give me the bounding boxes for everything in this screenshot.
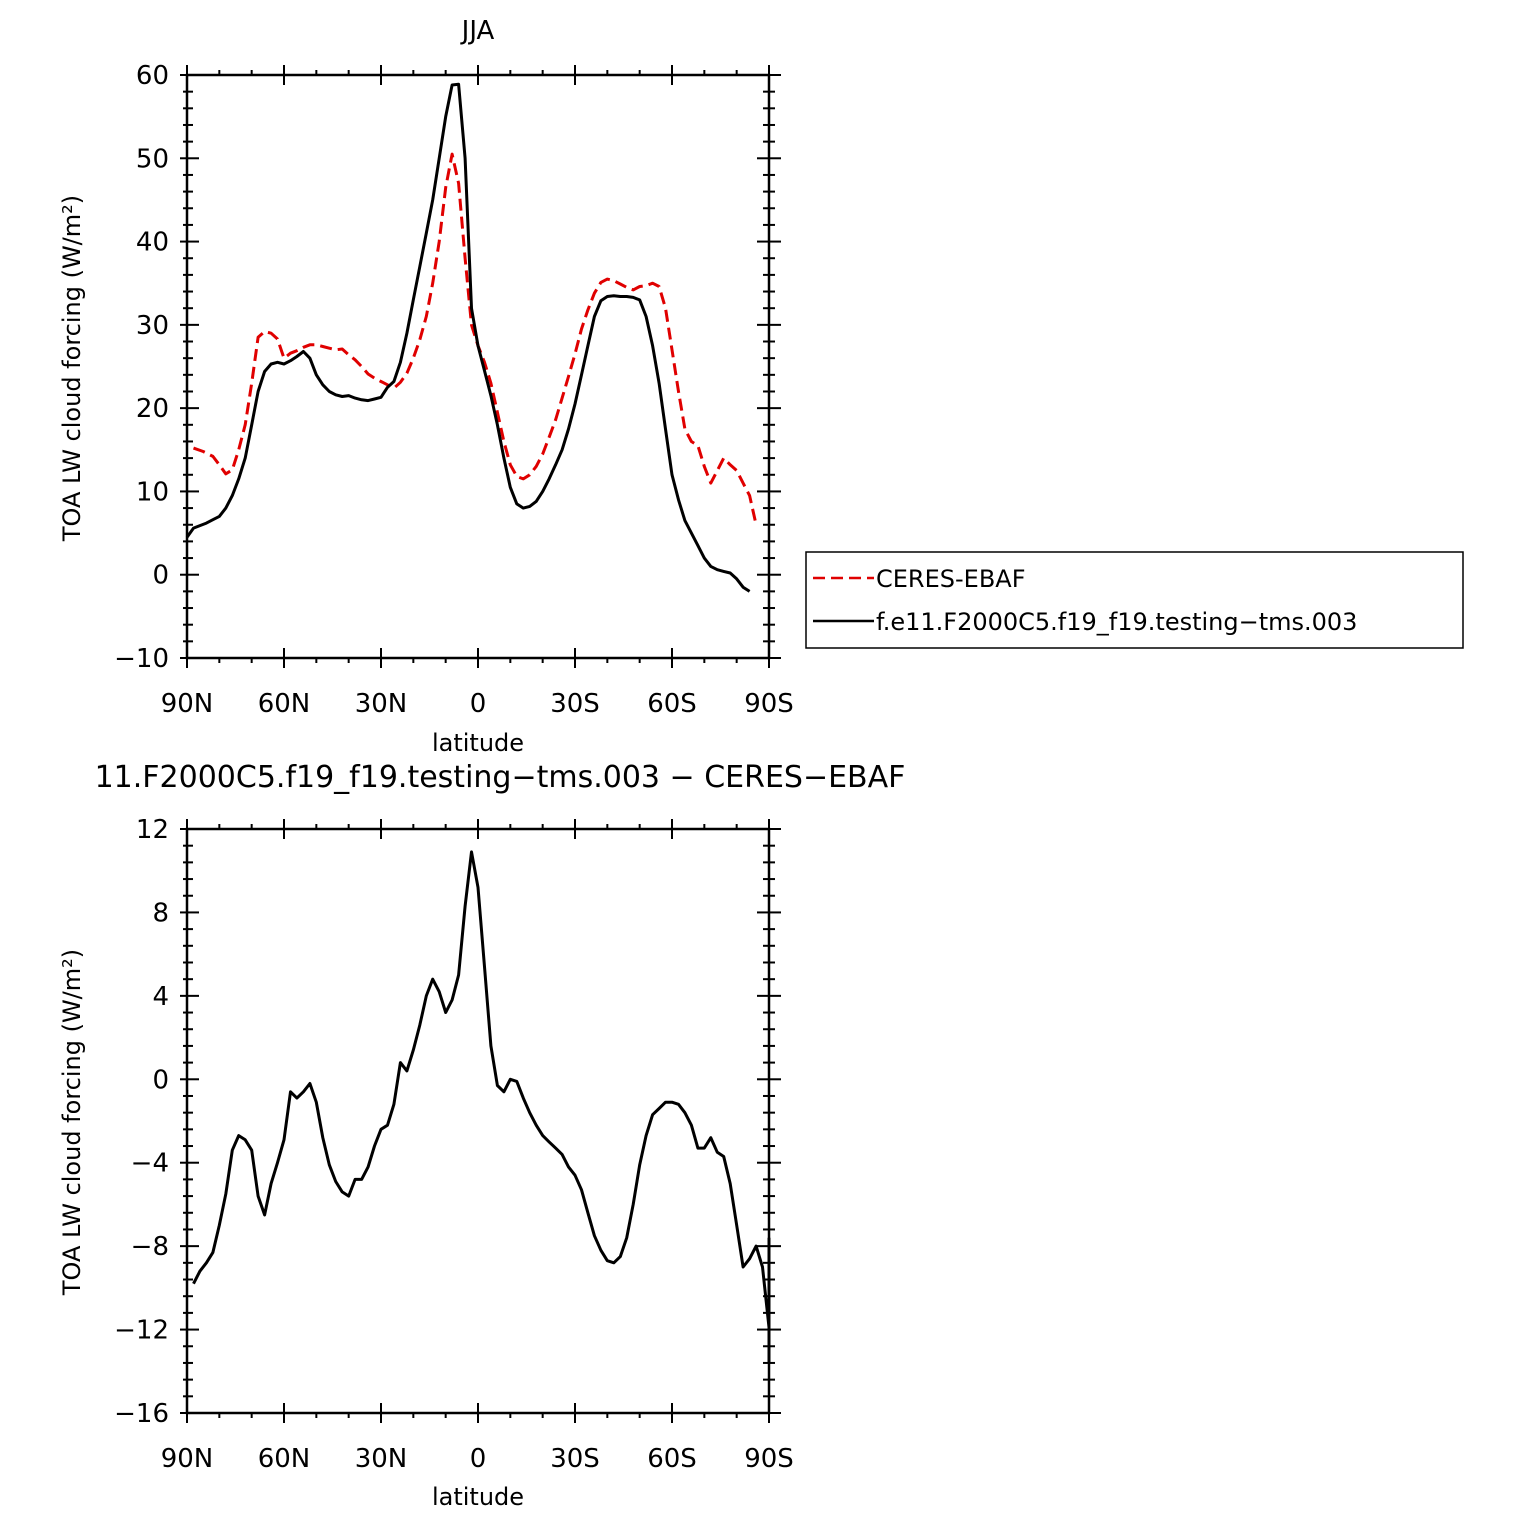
top-chart-title: JJA (460, 16, 495, 46)
top-panel: JJA 90N 60N 30N 0 30S 60S 90S−100102030405060 … (58, 16, 794, 757)
top-y-axis-label: TOA LW cloud forcing (W/m²) (58, 195, 86, 542)
y-tick-label: 0 (152, 1065, 169, 1095)
x-tick-label: 30S (550, 1444, 600, 1474)
x-tick-label: 30S (550, 689, 600, 719)
x-tick-label: 0 (470, 1444, 487, 1474)
legend-label-model: f.e11.F2000C5.f19_f19.testing−tms.003 (876, 608, 1357, 636)
x-tick-label: 30N (355, 1444, 408, 1474)
y-tick-label: 8 (152, 898, 169, 928)
bottom-tick-labels: 90N 60N 30N 0 30S 60S 90S −16 −12 −8 −4 0 4 8 12 (114, 815, 794, 1474)
top-x-axis-label: latitude (432, 729, 524, 757)
x-tick-label: 60S (647, 689, 697, 719)
top-tick-labels: 90N 60N 30N 0 30S 60S 90S −10 0 10 20 30 40 50 60 (114, 61, 794, 719)
x-tick-label: 60N (258, 689, 311, 719)
bottom-chart-title: 11.F2000C5.f19_f19.testing−tms.003 − CER… (95, 760, 906, 795)
y-tick-label: 60 (136, 61, 169, 91)
y-tick-label: 50 (136, 144, 169, 174)
bottom-panel: 11.F2000C5.f19_f19.testing−tms.003 − CER… (58, 760, 905, 1511)
y-tick-label: −16 (114, 1399, 169, 1429)
y-tick-label: −10 (114, 644, 169, 674)
y-tick-label: 30 (136, 311, 169, 341)
x-tick-label: 90S (744, 1444, 794, 1474)
x-tick-label: 90N (161, 1444, 214, 1474)
y-tick-label: −8 (131, 1232, 169, 1262)
y-tick-label: 20 (136, 394, 169, 424)
y-tick-label: 12 (136, 815, 169, 845)
x-tick-label: 60N (258, 1444, 311, 1474)
legend-box (805, 551, 1464, 649)
series-line-0 (192, 850, 771, 1365)
top-series-lines (185, 82, 758, 593)
x-tick-label: 60S (647, 1444, 697, 1474)
bottom-x-axis-label: latitude (432, 1483, 524, 1511)
x-tick-label: 30N (355, 689, 408, 719)
legend-label-ceres: CERES-EBAF (876, 565, 1026, 593)
x-tick-label: 90S (744, 689, 794, 719)
series-line-1 (185, 82, 751, 593)
y-tick-label: 4 (152, 982, 169, 1012)
bottom-series-lines (192, 850, 771, 1365)
y-tick-label: 10 (136, 477, 169, 507)
legend: CERES-EBAF f.e11.F2000C5.f19_f19.testing… (805, 551, 1464, 649)
y-tick-label: 0 (152, 561, 169, 591)
x-tick-label: 90N (161, 689, 214, 719)
y-tick-label: −12 (114, 1316, 169, 1346)
bottom-y-axis-label: TOA LW cloud forcing (W/m²) (58, 949, 86, 1296)
bottom-plot-frame (185, 827, 771, 1415)
x-tick-label: 0 (470, 689, 487, 719)
y-tick-label: −4 (131, 1149, 169, 1179)
top-plot-frame (185, 73, 771, 660)
y-tick-label: 40 (136, 228, 169, 258)
